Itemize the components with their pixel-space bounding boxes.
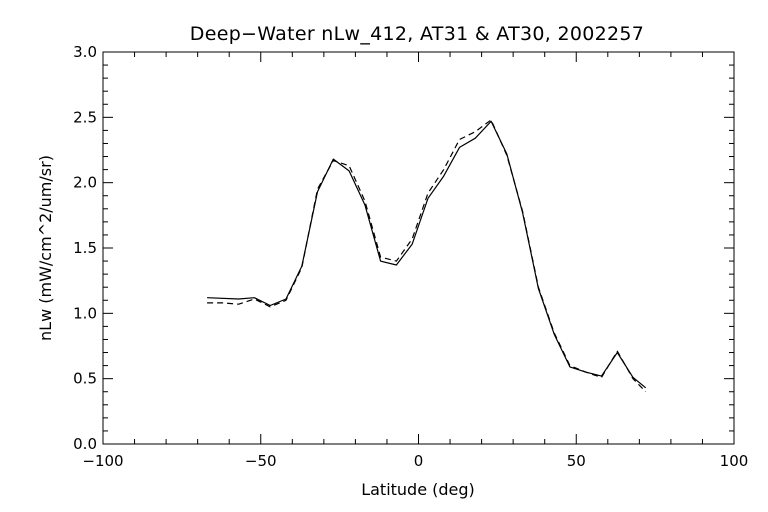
x-tick-label: 0 [414, 452, 424, 470]
y-tick-label: 3.0 [73, 43, 97, 61]
y-tick-label: 2.5 [73, 108, 97, 126]
y-tick-label: 1.0 [73, 304, 97, 322]
y-tick-label: 1.5 [73, 239, 97, 257]
data-series [207, 119, 647, 393]
chart-title: Deep−Water nLw_412, AT31 & AT30, 2002257 [190, 23, 644, 45]
series-line-solid [207, 120, 647, 389]
x-tick-label: 100 [720, 452, 749, 470]
x-tick-label: 50 [567, 452, 586, 470]
axis-ticks [102, 51, 735, 445]
y-tick-label: 2.0 [73, 174, 97, 192]
x-axis-label: Latitude (deg) [361, 480, 475, 499]
y-axis-label: nLw (mW/cm^2/um/sr) [36, 155, 55, 341]
x-tick-label: −100 [82, 452, 123, 470]
y-tick-label: 0.0 [73, 435, 97, 453]
series-line-dashed [207, 119, 647, 393]
x-tick-label: −50 [245, 452, 277, 470]
tick-labels: −100 −50 0 50 100 0.0 0.5 1.0 1.5 2.0 2.5 3.0 [73, 43, 748, 470]
y-tick-label: 0.5 [73, 370, 97, 388]
